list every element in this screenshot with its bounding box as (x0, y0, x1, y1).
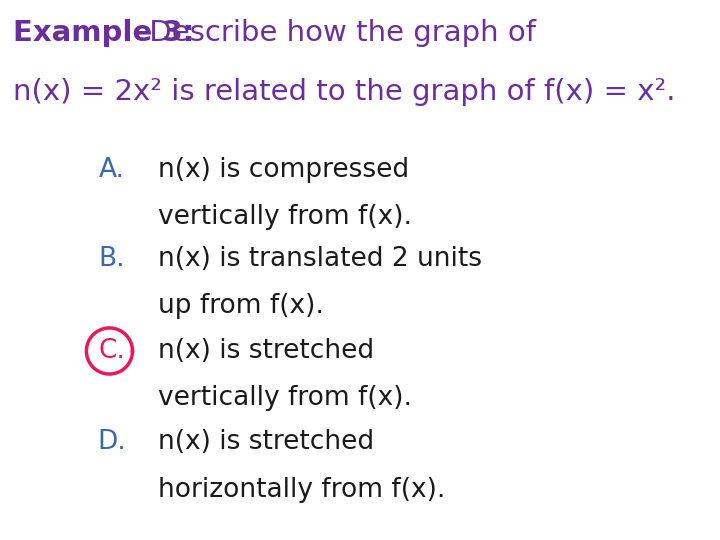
Text: Describe how the graph of: Describe how the graph of (140, 19, 536, 47)
Text: A.: A. (99, 157, 125, 183)
Text: n(x) is translated 2 units: n(x) is translated 2 units (158, 246, 482, 272)
Text: n(x) is stretched: n(x) is stretched (158, 338, 374, 363)
Text: Example 3:: Example 3: (13, 19, 194, 47)
Text: n(x) is compressed: n(x) is compressed (158, 157, 410, 183)
Text: B.: B. (99, 246, 125, 272)
Text: vertically from f(x).: vertically from f(x). (158, 204, 413, 230)
Text: vertically from f(x).: vertically from f(x). (158, 385, 413, 411)
Text: horizontally from f(x).: horizontally from f(x). (158, 477, 446, 503)
Text: C.: C. (98, 338, 125, 363)
Text: up from f(x).: up from f(x). (158, 293, 324, 319)
Text: D.: D. (97, 429, 126, 455)
Text: n(x) = 2x² is related to the graph of f(x) = x².: n(x) = 2x² is related to the graph of f(… (13, 78, 675, 106)
Text: n(x) is stretched: n(x) is stretched (158, 429, 374, 455)
